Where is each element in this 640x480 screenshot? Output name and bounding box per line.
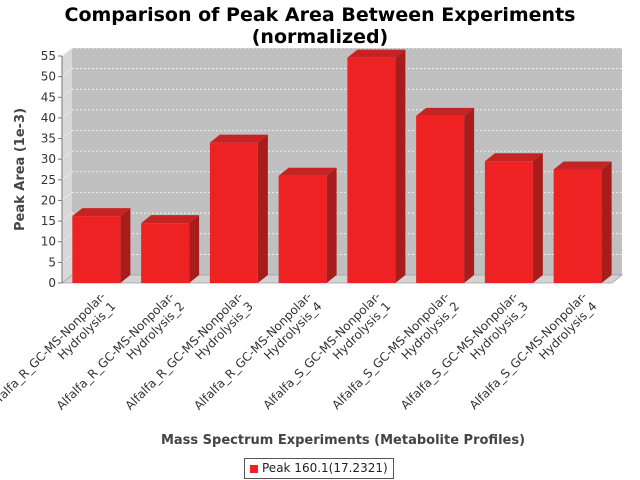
bar-top: [209, 134, 268, 143]
legend: Peak 160.1(17.2321): [244, 458, 394, 479]
bar-side: [395, 49, 406, 283]
x-axis-label: Mass Spectrum Experiments (Metabolite Pr…: [161, 433, 525, 448]
y-tick-label: 30: [41, 152, 56, 166]
x-tick-label: Alfalfa_S_GC-MS-Nonpolar-Hydrolysis_2: [329, 289, 462, 422]
bar-top: [141, 215, 200, 224]
x-tick-label: Alfalfa_S_GC-MS-Nonpolar-Hydrolysis_3: [398, 289, 531, 422]
x-tick-label: Alfalfa_R_GC-MS-Nonpolar-Hydrolysis_3: [122, 289, 255, 422]
x-tick-label: Alfalfa_S_GC-MS-Nonpolar-Hydrolysis_4: [467, 289, 600, 422]
bar: [141, 223, 190, 283]
bar-side: [326, 167, 337, 283]
bar: [484, 161, 533, 283]
chart-title: Comparison of Peak Area Between Experime…: [0, 4, 640, 48]
y-tick-label: 50: [41, 70, 56, 84]
y-tick-label: 0: [48, 276, 56, 290]
x-tick-label: Alfalfa_S_GC-MS-Nonpolar-Hydrolysis_1: [260, 289, 393, 422]
bar-side: [532, 153, 543, 283]
y-tick-label: 20: [41, 193, 56, 207]
chart-title-main: Comparison of Peak Area Between Experime…: [64, 4, 576, 26]
bar-side: [464, 107, 475, 283]
y-tick-label: 15: [41, 214, 56, 228]
y-tick-label: 10: [41, 235, 56, 249]
x-tick-label: Alfalfa_R_GC-MS-Nonpolar-Hydrolysis_4: [191, 289, 324, 422]
bar-top: [484, 153, 543, 162]
bar-side: [189, 215, 200, 283]
bar: [416, 115, 465, 283]
y-tick-label: 55: [41, 49, 56, 63]
y-axis-label: Peak Area (1e-3): [13, 108, 28, 231]
bar: [347, 57, 396, 283]
bar: [553, 169, 602, 283]
bar: [72, 216, 121, 283]
legend-swatch: [250, 464, 258, 473]
bar-top: [416, 107, 475, 116]
chart-subtitle: (normalized): [251, 26, 389, 48]
y-tick-label: 35: [41, 132, 56, 146]
bar: [209, 142, 258, 283]
bar-side: [257, 134, 268, 283]
bar-top: [347, 49, 406, 58]
bar-top: [553, 161, 612, 170]
legend-label: Peak 160.1(17.2321): [262, 461, 388, 475]
y-tick-label: 45: [41, 90, 56, 104]
bar-top: [72, 208, 131, 217]
x-tick-label-line: Alfalfa_R_GC-MS-Nonpolar-: [0, 289, 108, 413]
bar-top: [278, 167, 337, 176]
y-tick-label: 5: [48, 255, 56, 269]
bar-side: [120, 208, 131, 283]
x-tick-label: Alfalfa_R_GC-MS-Nonpolar-Hydrolysis_2: [54, 289, 187, 422]
bar-side: [601, 161, 612, 283]
bar: [278, 175, 327, 283]
y-tick-label: 40: [41, 111, 56, 125]
y-tick-label: 25: [41, 173, 56, 187]
plot-left-wall: [62, 48, 72, 283]
